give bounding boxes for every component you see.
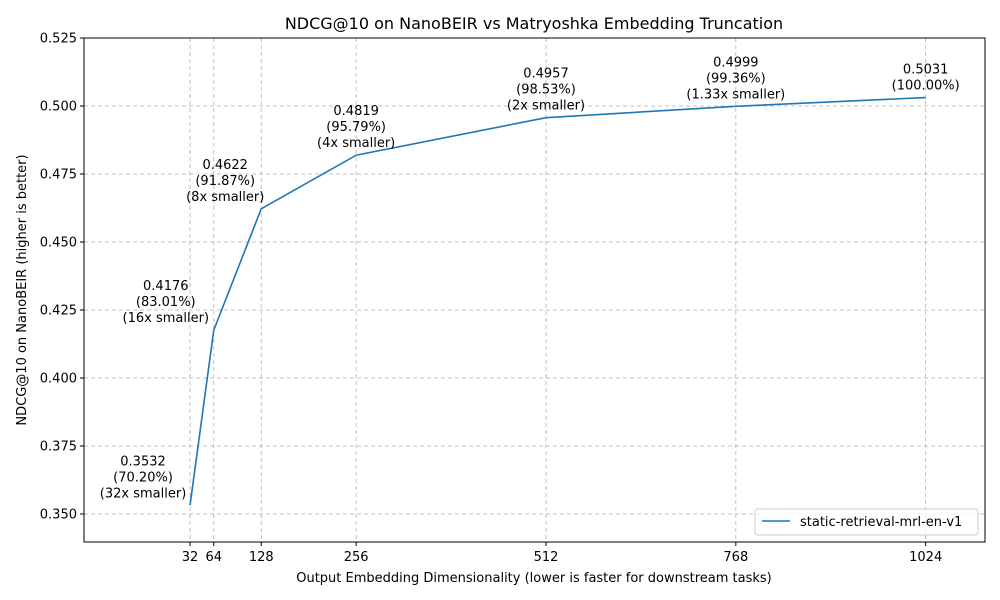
y-tick-label: 0.375 xyxy=(40,439,77,454)
y-tick-label: 0.400 xyxy=(40,371,77,386)
data-label-line: (16x smaller) xyxy=(123,311,209,326)
chart-title: NDCG@10 on NanoBEIR vs Matryoshka Embedd… xyxy=(285,14,783,33)
annotations: 0.3532(70.20%)(32x smaller) 0.4176(83.01%… xyxy=(100,55,960,501)
x-tick-label: 512 xyxy=(534,550,559,565)
data-label-line: (99.36%) xyxy=(706,71,766,86)
data-label-line: 0.3532 xyxy=(120,454,166,469)
data-label-line: (2x smaller) xyxy=(507,99,585,114)
data-label-line: 0.4622 xyxy=(202,158,248,173)
x-tick-label: 128 xyxy=(249,550,274,565)
x-tick-label: 32 xyxy=(182,550,199,565)
data-label-line: 0.5031 xyxy=(903,63,949,78)
series-layer xyxy=(189,96,926,506)
x-tick-label: 64 xyxy=(206,550,223,565)
data-label-line: (98.53%) xyxy=(516,83,576,98)
data-label-line: 0.4957 xyxy=(523,67,569,82)
legend: static-retrieval-mrl-en-v1 xyxy=(754,508,979,536)
data-label-line: (91.87%) xyxy=(195,174,255,189)
y-tick-label: 0.475 xyxy=(40,167,77,182)
data-label-line: 0.4176 xyxy=(143,279,189,294)
x-tick-label: 1024 xyxy=(909,550,942,565)
data-label-line: (8x smaller) xyxy=(186,190,264,205)
y-tick-label: 0.525 xyxy=(40,32,77,47)
legend-box xyxy=(754,508,979,536)
data-label: 0.3532(70.20%)(32x smaller) xyxy=(100,454,186,501)
data-label: 0.4176(83.01%)(16x smaller) xyxy=(123,279,209,326)
data-label: 0.4819(95.79%)(4x smaller) xyxy=(317,104,395,151)
data-label-line: 0.4999 xyxy=(713,55,759,70)
y-axis-label: NDCG@10 on NanoBEIR (higher is better) xyxy=(15,154,30,425)
grid xyxy=(84,37,985,542)
y-tick-label: 0.350 xyxy=(40,507,77,522)
y-tick-label: 0.500 xyxy=(40,99,77,114)
data-label-line: (32x smaller) xyxy=(100,486,186,501)
x-tick-label: 256 xyxy=(344,550,369,565)
data-label-line: 0.4819 xyxy=(333,104,379,119)
legend-label: static-retrieval-mrl-en-v1 xyxy=(800,515,962,530)
y-tick-label: 0.425 xyxy=(40,303,77,318)
x-axis-label: Output Embedding Dimensionality (lower i… xyxy=(296,571,772,586)
data-label: 0.4957(98.53%)(2x smaller) xyxy=(507,67,585,114)
y-axis-ticks: 0.350 0.375 0.400 0.425 0.450 0.475 0.500 0.525 xyxy=(40,32,84,522)
x-tick-label: 768 xyxy=(723,550,748,565)
series-line xyxy=(189,96,926,506)
data-label: 0.4622(91.87%)(8x smaller) xyxy=(186,158,264,205)
data-label-line: (83.01%) xyxy=(136,295,196,310)
data-label-line: (70.20%) xyxy=(113,470,173,485)
data-label-line: (95.79%) xyxy=(326,120,386,135)
data-label-line: (100.00%) xyxy=(892,79,960,94)
x-axis-ticks: 32 64 128 256 512 768 1024 xyxy=(182,542,942,565)
data-label-line: (4x smaller) xyxy=(317,136,395,151)
y-tick-label: 0.450 xyxy=(40,235,77,250)
plot-frame xyxy=(83,37,986,543)
data-label-line: (1.33x smaller) xyxy=(686,87,785,102)
data-label: 0.4999(99.36%)(1.33x smaller) xyxy=(686,55,785,102)
data-label: 0.5031(100.00%) xyxy=(892,63,960,94)
